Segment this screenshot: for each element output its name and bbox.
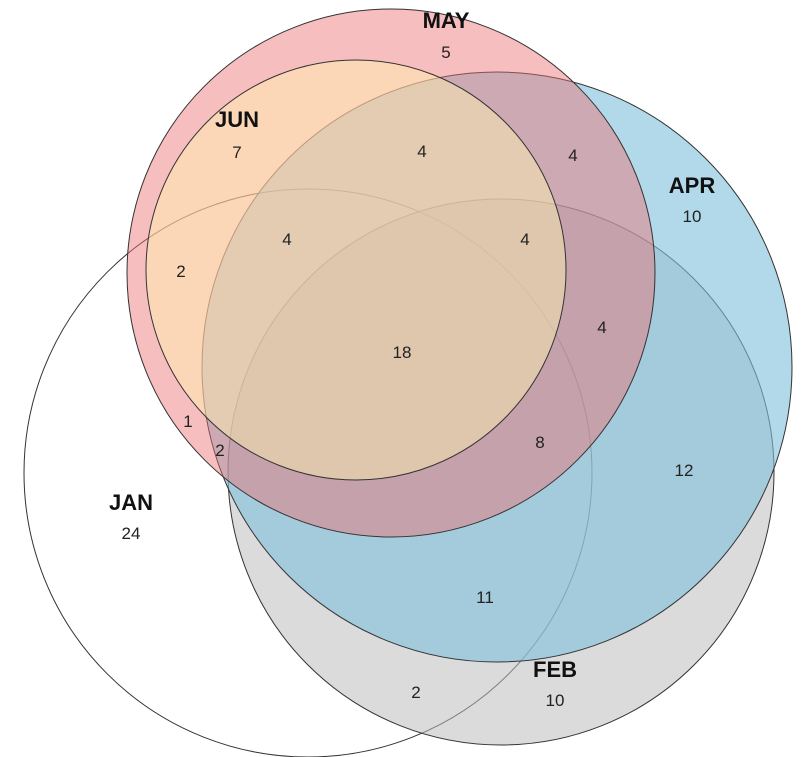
region-count: 2 xyxy=(215,441,224,460)
set-label: JAN xyxy=(109,490,153,515)
set-count: 5 xyxy=(441,43,450,62)
set-count: 10 xyxy=(683,207,702,226)
set-label: JUN xyxy=(215,107,259,132)
region-count: 4 xyxy=(568,146,577,165)
region-count: 18 xyxy=(393,343,412,362)
region-count: 1 xyxy=(183,412,192,431)
set-count: 24 xyxy=(122,524,141,543)
set-label: FEB xyxy=(533,657,577,682)
apr-circle xyxy=(201,71,793,663)
set-count: 7 xyxy=(232,143,241,162)
set-label: MAY xyxy=(423,8,470,33)
region-count: 11 xyxy=(476,588,494,607)
region-count: 2 xyxy=(176,262,185,281)
jun-circle xyxy=(145,59,567,481)
region-count: 12 xyxy=(675,461,694,480)
region-count: 8 xyxy=(535,433,544,452)
region-count: 4 xyxy=(597,318,606,337)
region-count: 4 xyxy=(282,230,291,249)
set-label: APR xyxy=(669,173,716,198)
may-circle xyxy=(126,8,656,538)
region-count: 4 xyxy=(417,142,426,161)
set-count: 10 xyxy=(546,691,565,710)
region-count: 4 xyxy=(520,230,529,249)
region-count: 2 xyxy=(411,683,420,702)
